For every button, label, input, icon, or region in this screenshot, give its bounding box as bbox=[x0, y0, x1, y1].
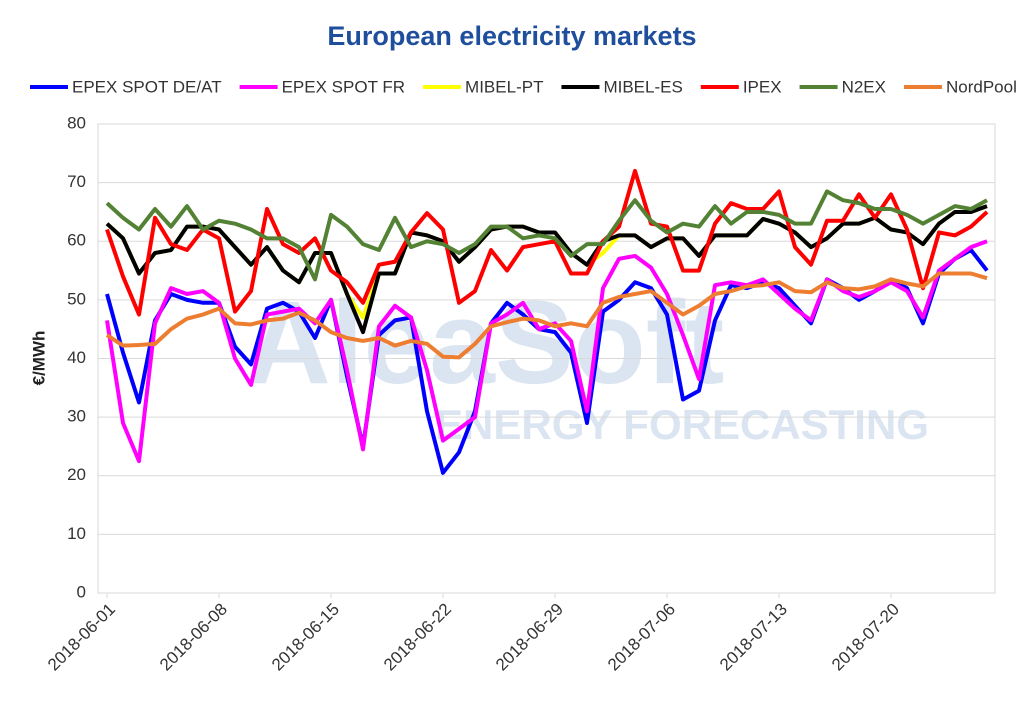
plot-border bbox=[97, 123, 996, 594]
watermark: AleaSoft bbox=[246, 277, 725, 409]
chart-title: European electricity markets bbox=[327, 21, 696, 51]
x-tick-label: 2018-07-06 bbox=[604, 600, 679, 675]
watermark: ENERGY FORECASTING bbox=[435, 401, 929, 448]
legend-label: EPEX SPOT FR bbox=[282, 77, 405, 96]
legend-label: MIBEL-ES bbox=[603, 77, 682, 96]
y-tick-label: 20 bbox=[67, 465, 86, 484]
series-line bbox=[105, 168, 989, 317]
y-tick-label: 0 bbox=[77, 582, 86, 601]
x-tick-label: 2018-06-15 bbox=[268, 600, 343, 675]
x-tick-label: 2018-06-01 bbox=[44, 600, 119, 675]
x-tick-label: 2018-06-22 bbox=[380, 600, 455, 675]
y-tick-label: 70 bbox=[67, 172, 86, 191]
x-tick-label: 2018-06-08 bbox=[156, 600, 231, 675]
legend-label: IPEX bbox=[743, 77, 782, 96]
legend-label: NordPool bbox=[946, 77, 1017, 96]
y-axis-label: €/MWh bbox=[29, 331, 48, 386]
series-line bbox=[105, 271, 988, 360]
series-line bbox=[105, 204, 988, 335]
y-tick-label: 50 bbox=[67, 289, 86, 308]
x-tick-label: 2018-06-29 bbox=[492, 600, 567, 675]
x-tick-label: 2018-07-20 bbox=[828, 600, 903, 675]
y-tick-label: 40 bbox=[67, 348, 86, 367]
y-tick-label: 30 bbox=[67, 407, 86, 426]
legend-label: N2EX bbox=[842, 77, 886, 96]
y-tick-label: 10 bbox=[67, 524, 86, 543]
y-tick-label: 60 bbox=[67, 231, 86, 250]
legend-label: MIBEL-PT bbox=[465, 77, 543, 96]
y-tick-label: 80 bbox=[67, 113, 86, 132]
series-line bbox=[105, 189, 988, 282]
x-tick-label: 2018-07-13 bbox=[716, 600, 791, 675]
legend-label: EPEX SPOT DE/AT bbox=[72, 77, 222, 96]
